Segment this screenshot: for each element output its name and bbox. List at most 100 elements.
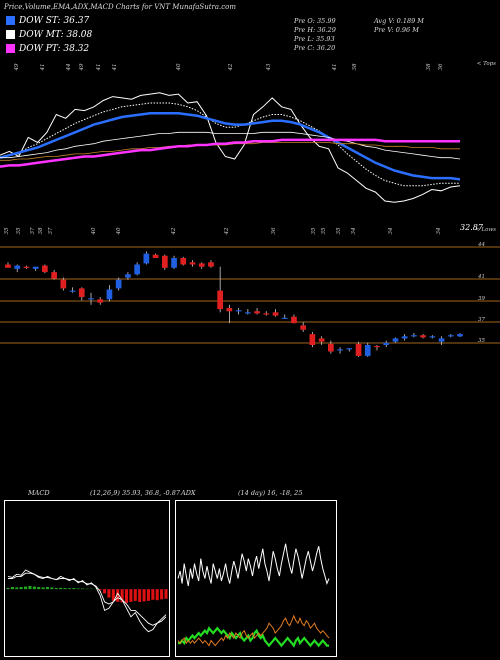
legend-swatch-mt (6, 30, 15, 39)
candle-body (411, 335, 417, 337)
ema-bottom-tick: 37 (48, 227, 54, 234)
candle-body (162, 255, 168, 268)
adx-line-0 (177, 543, 330, 587)
candle-body (420, 335, 426, 338)
ema-line-2 (0, 111, 461, 181)
ema-bottom-tick: 34 (351, 227, 357, 234)
ema-line-3 (0, 131, 461, 160)
candle-body (60, 279, 67, 289)
macd-values: (12,26,9) 35.93, 36.8, -0.87 (90, 489, 180, 497)
ema-bottom-tick: 35 (311, 227, 317, 234)
stat-prev-open: Pre O: 35.99 (294, 17, 336, 25)
ema-top-tick: 38 (352, 63, 358, 70)
candle-body (42, 265, 48, 273)
candle-body (337, 349, 343, 351)
ema-bottom-tick: 42 (171, 227, 177, 235)
macd-line-1 (8, 572, 167, 626)
ema-bottom-tick: 35 (336, 227, 342, 234)
candle-body (5, 264, 11, 268)
stat-prev-close: Pre C: 36.20 (294, 44, 336, 52)
ema-bottom-tick: 35 (4, 227, 10, 234)
candle-body (51, 272, 57, 279)
adx-label: ADX (181, 489, 196, 497)
candle-body (318, 338, 325, 342)
ema-bottom-tick: 35 (321, 227, 327, 234)
legend-label-pt: DOW PT: 38.32 (19, 44, 90, 54)
candle-body (226, 308, 233, 312)
candle-body (198, 263, 205, 267)
ema-top-label: < Tops (477, 61, 496, 67)
ema-top-tick: 43 (266, 63, 272, 71)
candle-body (272, 312, 279, 316)
legend-label-st: DOW ST: 36.37 (19, 16, 90, 26)
candle-body (374, 346, 380, 348)
price-level-label: 35 (478, 338, 485, 344)
candle-body (328, 343, 334, 352)
ema-top-tick: 38 (426, 63, 432, 70)
macd-frame (4, 500, 170, 657)
legend-swatch-pt (6, 44, 15, 53)
chart-title: Price,Volume,EMA,ADX,MACD Charts for VNT… (4, 3, 237, 11)
ema-line-5 (0, 138, 460, 168)
ema-top-tick: 41 (96, 64, 102, 72)
ema-bottom-tick: 40 (91, 227, 97, 235)
ema-bottom-tick: 35 (16, 227, 22, 234)
candle-body (392, 338, 399, 342)
ema-top-tick: 40 (176, 63, 182, 71)
candle-body (125, 274, 131, 278)
candle-body (438, 338, 445, 342)
candle-body (208, 262, 214, 267)
stat-prev-low: Pre L: 35.93 (294, 35, 335, 43)
price-panel: 44 41 39 37 35 (0, 242, 500, 357)
candle-body (300, 325, 306, 330)
ema-bottom-tick: 42 (224, 227, 230, 235)
adx-values: (14 day) 16, -18, 25 (238, 489, 303, 497)
ema-bottom-tick: 34 (388, 227, 394, 234)
adx-panel (175, 500, 337, 657)
candle-body (14, 265, 21, 269)
stat-prev-high: Pre H: 36.29 (294, 26, 336, 34)
ema-top-tick: 41 (112, 64, 118, 72)
macd-panel (4, 500, 170, 657)
candle-body (346, 348, 353, 350)
candle-body (78, 288, 85, 298)
ema-bottom-label: < Lows (475, 227, 496, 233)
price-level-label: 37 (478, 317, 485, 323)
ema-bottom-tick: 34 (436, 227, 442, 234)
legend-dow-mt: DOW MT: 38.08 (6, 30, 92, 40)
candle-body (134, 264, 140, 275)
candle-body (69, 290, 76, 292)
candle-body (291, 316, 297, 324)
candle-body (143, 253, 150, 264)
candle-body (23, 266, 30, 268)
ema-last-value: 32.87 (460, 223, 484, 232)
price-level-label: 44 (477, 242, 485, 248)
candle-body (355, 343, 362, 356)
stat-prev-volume: Pre V: 0.96 M (374, 26, 419, 34)
ema-line-0 (0, 92, 461, 203)
candle-body (254, 311, 260, 314)
candle-body (447, 335, 454, 337)
candle-body (106, 289, 113, 300)
candle-body (401, 336, 408, 339)
legend-label-mt: DOW MT: 38.08 (19, 30, 93, 40)
legend-dow-pt: DOW PT: 38.32 (6, 44, 89, 54)
stat-avg-volume: Avg V: 0.189 M (374, 17, 424, 25)
candle-body (457, 334, 463, 337)
ema-top-tick: 49 (14, 63, 20, 71)
candle-body (235, 310, 242, 312)
candle-body (364, 345, 371, 356)
ema-bottom-tick: 40 (116, 227, 122, 235)
candle-body (245, 312, 251, 314)
legend-swatch-st (6, 16, 15, 25)
legend-dow-st: DOW ST: 36.37 (6, 16, 89, 26)
ema-top-tick: 36 (438, 63, 444, 70)
candle-body (152, 254, 159, 258)
ema-top-tick: 41 (40, 64, 46, 72)
price-level-label: 41 (477, 274, 485, 280)
price-level-label: 39 (478, 296, 485, 302)
candle-body (383, 342, 389, 345)
ema-top-tick: 44 (66, 63, 72, 71)
candle-body (217, 290, 223, 310)
candle-body (97, 299, 104, 303)
